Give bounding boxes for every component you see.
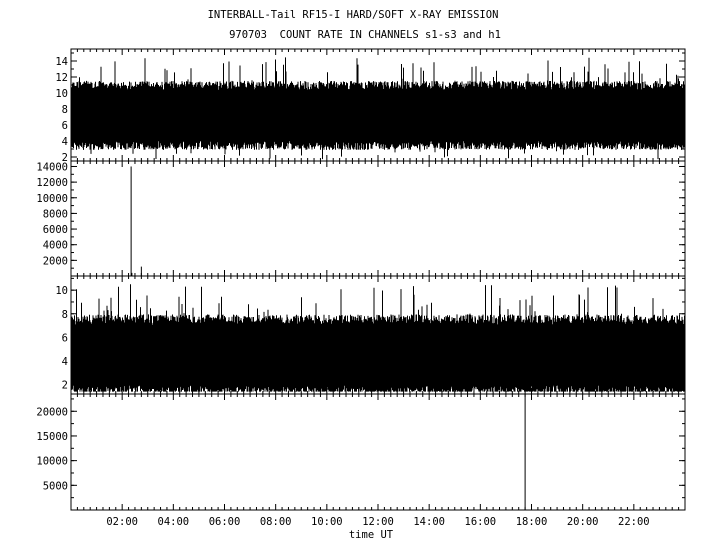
xtick-label: 04:00 bbox=[158, 516, 190, 528]
panel-4-ytick-label: 10000 bbox=[36, 456, 68, 468]
panel-3-ytick-label: 6 bbox=[62, 332, 68, 344]
xtick-label: 18:00 bbox=[516, 516, 548, 528]
panel-4-ytick-label: 5000 bbox=[43, 480, 68, 492]
panel-4-ytick-label: 20000 bbox=[36, 406, 68, 418]
panel-4-frame bbox=[70, 393, 686, 511]
xaxis-label: time UT bbox=[349, 529, 394, 541]
chart-subtitle: 970703 COUNT RATE IN CHANNELS s1-s3 and … bbox=[229, 29, 501, 41]
panel-3-ytick-label: 8 bbox=[62, 309, 68, 321]
panel-2-ytick-label: 10000 bbox=[36, 193, 68, 205]
panel-2-ytick-label: 12000 bbox=[36, 177, 68, 189]
panel-3-series bbox=[71, 284, 685, 392]
panel-1-series bbox=[71, 57, 685, 160]
panel-3-ytick-label: 4 bbox=[62, 356, 68, 368]
panel-2-ytick-label: 8000 bbox=[43, 208, 68, 220]
panel-1-ytick-label: 14 bbox=[55, 56, 68, 68]
chart-title: INTERBALL-Tail RF15-I HARD/SOFT X-RAY EM… bbox=[207, 9, 499, 21]
panel-2-ytick-label: 6000 bbox=[43, 224, 68, 236]
panel-1-ytick-label: 2 bbox=[62, 152, 68, 164]
panel-3-ytick-label: 2 bbox=[62, 380, 68, 392]
panel-4-ytick-label: 15000 bbox=[36, 431, 68, 443]
xtick-label: 12:00 bbox=[362, 516, 394, 528]
xtick-label: 02:00 bbox=[106, 516, 138, 528]
panel-1-ytick-label: 4 bbox=[62, 136, 68, 148]
panel-1-ytick-label: 6 bbox=[62, 120, 68, 132]
panel-2-ytick-label: 14000 bbox=[36, 161, 68, 173]
xtick-label: 16:00 bbox=[465, 516, 497, 528]
xtick-label: 10:00 bbox=[311, 516, 343, 528]
panel-1-ytick-label: 12 bbox=[55, 72, 68, 84]
xtick-label: 22:00 bbox=[618, 516, 650, 528]
panel-1-ytick-label: 8 bbox=[62, 104, 68, 116]
panel-3-ytick-label: 10 bbox=[55, 285, 68, 297]
panel-2-ytick-label: 2000 bbox=[43, 255, 68, 267]
panel-2-ytick-label: 4000 bbox=[43, 240, 68, 252]
xtick-label: 14:00 bbox=[413, 516, 445, 528]
panel-2-frame bbox=[70, 160, 686, 277]
panel-1-ytick-label: 10 bbox=[55, 88, 68, 100]
xtick-label: 20:00 bbox=[567, 516, 599, 528]
xtick-label: 06:00 bbox=[209, 516, 241, 528]
xtick-label: 08:00 bbox=[260, 516, 292, 528]
